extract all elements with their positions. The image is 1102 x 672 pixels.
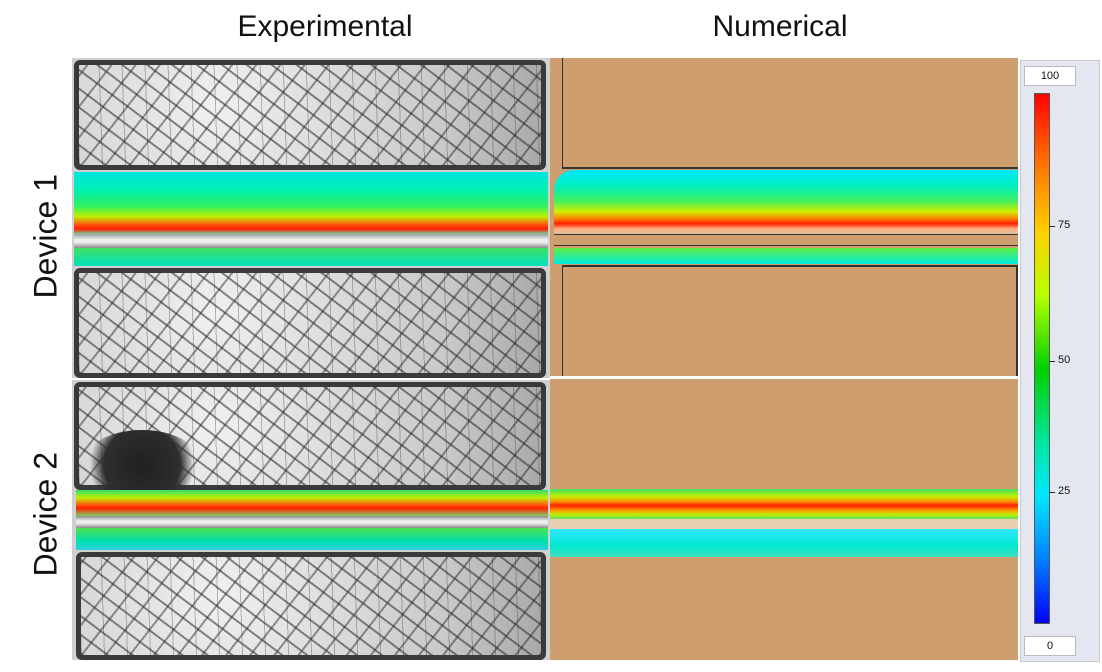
colorbar-panel (1020, 60, 1100, 662)
numerical-device-1-right-edge (1016, 266, 1018, 378)
colorbar-tick-label-50: 50 (1058, 354, 1071, 366)
device-2-label: Device 2 (27, 452, 64, 577)
numerical-device-2-separator (550, 519, 1018, 529)
numerical-device-1-top-divider (562, 167, 1018, 169)
numerical-device-1-bottom-chamber-edge (562, 266, 563, 378)
numerical-device-2-main-channel (550, 489, 1018, 519)
experimental-device-2-dark-region (82, 430, 202, 500)
numerical-device-1-bottom-divider (562, 265, 1018, 267)
experimental-device-1-gap (74, 234, 548, 248)
experimental-device-1-bottom-chamber (74, 268, 546, 378)
experimental-device-2-lower-channel (76, 528, 548, 550)
numerical-title: Numerical (712, 10, 848, 43)
colorbar-tick-25 (1049, 492, 1055, 493)
numerical-device-separator (550, 376, 1018, 379)
experimental-device-1-lower-channel (74, 248, 548, 266)
experimental-device-2-panel (72, 380, 550, 660)
colorbar-tick-label-75: 75 (1058, 219, 1071, 231)
experimental-device-2-gap (76, 516, 548, 528)
numerical-device-1-separator (554, 234, 1018, 246)
experimental-device-2-bottom-chamber (76, 552, 546, 660)
colorbar-tick-75 (1049, 226, 1055, 227)
colorbar-tick-label-25: 25 (1058, 485, 1071, 497)
numerical-device-1-lower-channel (554, 248, 1018, 264)
numerical-device-2-lower-channel (550, 529, 1018, 557)
experimental-title: Experimental (237, 10, 413, 43)
experimental-device-1-main-channel (74, 172, 548, 234)
colorbar-tick-50 (1049, 361, 1055, 362)
numerical-device-1-panel (550, 58, 1018, 378)
colorbar-max-label: 100 (1024, 66, 1076, 86)
numerical-device-1-main-channel (554, 170, 1018, 234)
device-1-label: Device 1 (27, 174, 64, 299)
experimental-device-1-panel (72, 58, 550, 378)
colorbar-min-label: 0 (1024, 636, 1076, 656)
numerical-device-1-top-chamber-edge (562, 58, 563, 168)
experimental-device-2-main-channel (76, 490, 548, 516)
colorbar-gradient (1034, 93, 1050, 624)
numerical-device-2-panel (550, 379, 1018, 660)
experimental-device-1-top-chamber (74, 60, 546, 170)
